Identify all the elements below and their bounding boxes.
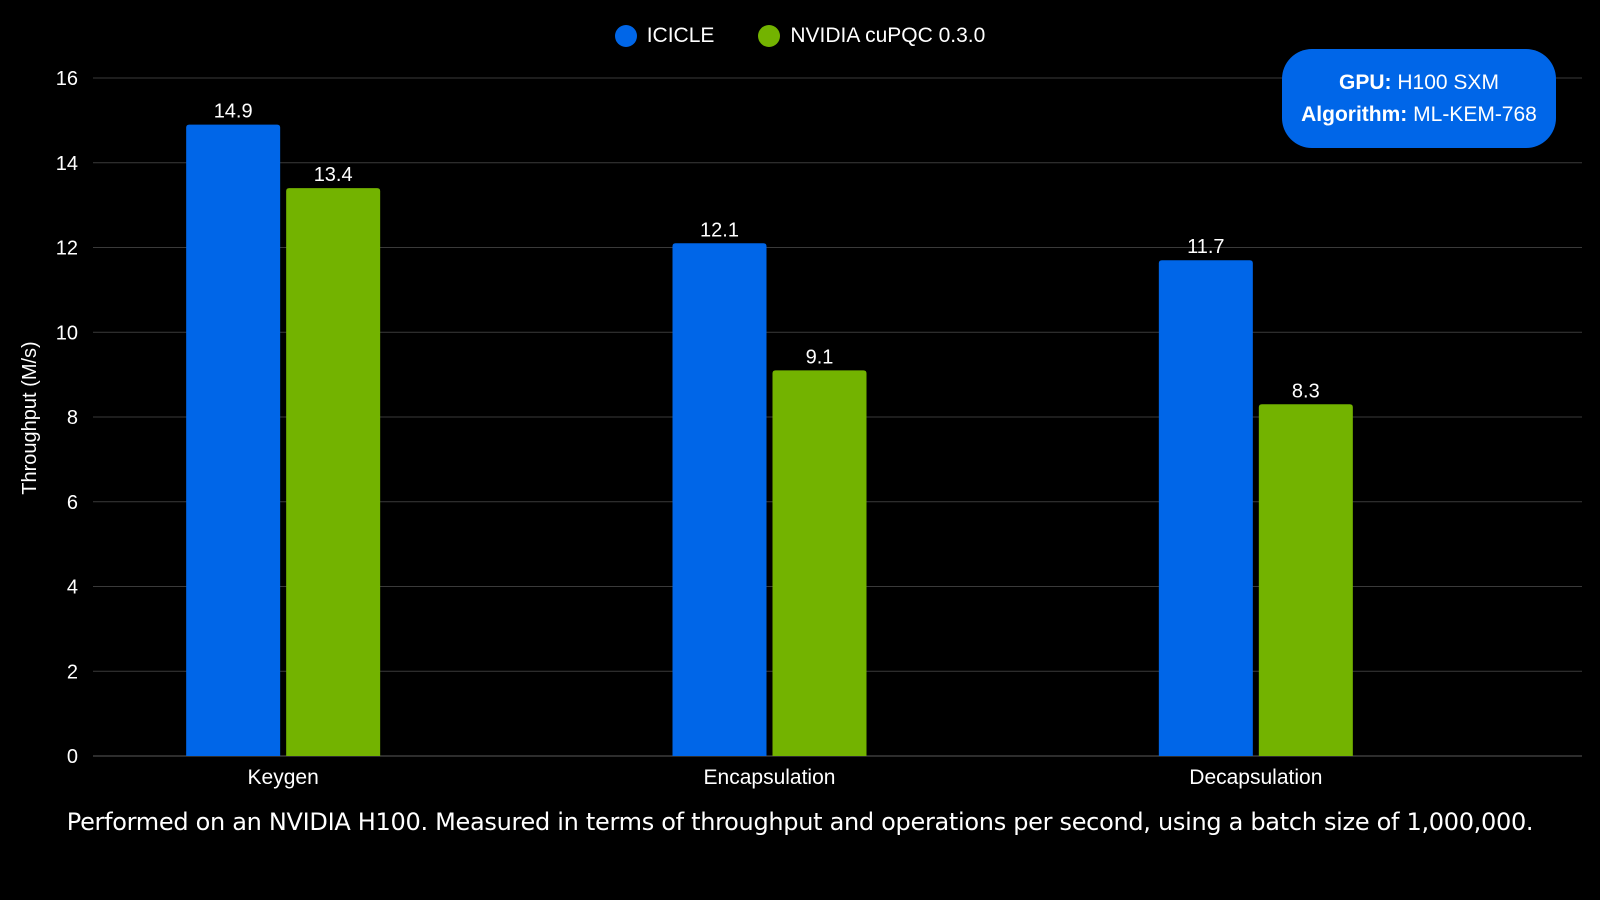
y-tick-label: 14 bbox=[56, 153, 78, 175]
legend-swatch-icicle bbox=[614, 25, 637, 47]
x-tick-label: Keygen bbox=[248, 766, 319, 789]
algorithm-value: ML-KEM-768 bbox=[1413, 102, 1537, 126]
y-tick-label: 12 bbox=[56, 238, 78, 260]
gpu-label: GPU: bbox=[1339, 70, 1392, 94]
y-tick-label: 10 bbox=[56, 322, 78, 344]
value-labels: 14.9 13.4 12.1 9.1 11.7 8.3 bbox=[214, 101, 1320, 403]
algorithm-line: Algorithm: ML-KEM-768 bbox=[1301, 101, 1537, 129]
y-tick-label: 0 bbox=[67, 746, 78, 768]
bar-value-label: 11.7 bbox=[1187, 236, 1224, 258]
bar-value-label: 8.3 bbox=[1292, 380, 1320, 402]
algorithm-label: Algorithm: bbox=[1301, 102, 1408, 126]
bar-icicle-keygen bbox=[186, 124, 281, 757]
bar-icicle-encapsulation bbox=[672, 243, 767, 756]
bar-nvidia-cupqc-0-3-0-encapsulation bbox=[772, 370, 867, 756]
y-tick-label: 16 bbox=[56, 68, 78, 90]
y-tick-label: 2 bbox=[67, 661, 78, 683]
y-tick-label: 4 bbox=[67, 577, 78, 599]
bar-nvidia-cupqc-0-3-0-decapsulation bbox=[1258, 404, 1353, 756]
legend-item-cupqc: NVIDIA cuPQC 0.3.0 bbox=[758, 24, 985, 48]
bar-value-label: 13.4 bbox=[314, 164, 353, 186]
bar-value-label: 9.1 bbox=[806, 346, 834, 368]
legend-label-cupqc: NVIDIA cuPQC 0.3.0 bbox=[790, 24, 986, 47]
x-axis-ticks: Keygen Encapsulation Decapsulation bbox=[248, 766, 1323, 789]
legend-swatch-cupqc bbox=[758, 25, 781, 47]
gpu-line: GPU: H100 SXM bbox=[1339, 69, 1499, 97]
x-tick-label: Decapsulation bbox=[1189, 766, 1322, 789]
bars bbox=[186, 124, 1353, 757]
gpu-value: H100 SXM bbox=[1397, 70, 1499, 94]
y-axis-ticks: 0 2 4 6 8 10 12 14 16 bbox=[56, 68, 78, 768]
chart-legend: ICICLE NVIDIA cuPQC 0.3.0 bbox=[0, 24, 1600, 48]
bar-icicle-decapsulation bbox=[1158, 260, 1253, 756]
bar-value-label: 14.9 bbox=[214, 101, 253, 123]
y-axis-label: Throughput (M/s) bbox=[19, 341, 41, 494]
legend-label-icicle: ICICLE bbox=[646, 24, 715, 47]
x-tick-label: Encapsulation bbox=[704, 766, 836, 789]
bar-nvidia-cupqc-0-3-0-keygen bbox=[286, 188, 381, 757]
y-tick-label: 6 bbox=[67, 492, 78, 514]
footnote: Performed on an NVIDIA H100. Measured in… bbox=[66, 808, 1534, 836]
info-box: GPU: H100 SXM Algorithm: ML-KEM-768 bbox=[1282, 49, 1556, 148]
y-tick-label: 8 bbox=[67, 407, 78, 429]
bar-value-label: 12.1 bbox=[700, 219, 739, 241]
legend-item-icicle: ICICLE bbox=[614, 24, 715, 48]
